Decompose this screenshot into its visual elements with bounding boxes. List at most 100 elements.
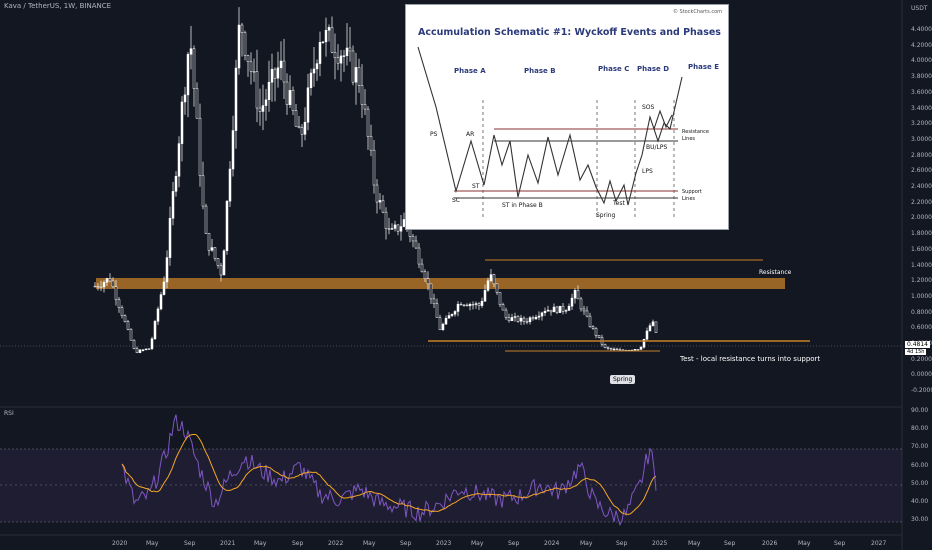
candle-body [411, 236, 415, 242]
time-tick-label: May [688, 540, 701, 547]
candle-body [378, 200, 382, 203]
spring-tag: Spring [610, 375, 636, 384]
candle-body [471, 304, 475, 306]
candle-body [327, 27, 331, 31]
candle-body [606, 347, 610, 349]
candle-body [252, 71, 256, 73]
current-price-tag: 0.4814 [905, 341, 930, 348]
candle-body [144, 348, 148, 351]
rsi-tick-label: 50.00 [911, 479, 929, 487]
candle-body [618, 349, 622, 351]
rsi-tick-label: 70.00 [911, 443, 929, 451]
candle-body [558, 305, 562, 313]
candle-body [504, 309, 508, 318]
rsi-ma-line [121, 433, 657, 515]
candle-body [297, 126, 301, 128]
candle-body [522, 317, 526, 322]
candle-body [633, 349, 637, 351]
candle-body [291, 90, 295, 111]
candle-body [339, 55, 343, 64]
candle-body [501, 304, 505, 311]
candle-body [516, 316, 520, 322]
rsi-tick-label: 80.00 [911, 425, 929, 433]
candle-body [285, 81, 289, 105]
price-tick-label: 2.8000 [911, 151, 932, 159]
candle-body [465, 304, 469, 307]
time-tick-label: May [146, 540, 159, 547]
time-tick-label: 2027 [871, 540, 887, 547]
price-tick-label: 4.4000 [911, 26, 932, 33]
candle-body [645, 330, 649, 340]
candle-body [279, 60, 283, 69]
resistance-label: Resistance [759, 269, 792, 276]
candle-body [543, 310, 547, 314]
candle-body [537, 315, 541, 318]
resistance-lines-label: Lines [682, 136, 695, 142]
time-tick-label: 2020 [112, 540, 128, 547]
rsi-tick-label: 40.00 [911, 498, 929, 505]
candle-body [321, 41, 325, 43]
phase-label: Phase A [454, 67, 486, 75]
candle-body [273, 68, 277, 79]
candle-body [456, 303, 460, 312]
candle-body [276, 67, 280, 79]
candle-body [123, 315, 127, 323]
candle-body [639, 346, 643, 350]
candle-body [642, 338, 646, 348]
candle-body [324, 30, 328, 43]
candle-body [432, 298, 436, 304]
candle-body [450, 313, 454, 316]
candle-body [567, 305, 571, 311]
price-tick-label: 1.4000 [911, 261, 932, 269]
candle-body [237, 24, 241, 69]
candle-body [396, 224, 400, 232]
candle-body [528, 317, 532, 323]
candle-body [387, 228, 391, 230]
candle-body [399, 226, 403, 232]
candle-body [186, 54, 190, 96]
candle-body [468, 304, 472, 307]
candle-body [531, 317, 535, 320]
candle-body [216, 258, 220, 266]
candle-body [381, 200, 385, 213]
candle-body [390, 228, 394, 230]
event-label: ST [472, 183, 480, 190]
price-tick-label: -0.2000 [911, 387, 932, 395]
candle-body [615, 348, 619, 351]
time-tick-label: Sep [834, 540, 846, 547]
candle-body [459, 303, 463, 306]
price-unit: USDT [911, 5, 928, 12]
time-tick-label: Sep [292, 540, 304, 547]
candle-body [588, 315, 592, 327]
rsi-tick-label: 30.00 [911, 516, 929, 524]
candle-body [384, 211, 388, 229]
candle-body [105, 278, 109, 283]
candle-body [570, 297, 574, 307]
event-label: Test [612, 200, 625, 207]
candle-body [369, 136, 373, 151]
support-lines-label: Lines [682, 196, 695, 202]
price-tick-label: 3.0000 [911, 135, 932, 143]
candle-body [561, 305, 565, 312]
candle-body [480, 300, 484, 306]
symbol-title: Kava / TetherUS, 1W, BINANCE [4, 2, 112, 10]
candle-body [138, 349, 142, 353]
time-tick-label: May [363, 540, 376, 547]
rsi-label: RSI [4, 410, 14, 417]
candle-body [507, 317, 511, 322]
price-tick-label: 2.4000 [911, 183, 932, 190]
event-label: LPS [642, 168, 653, 175]
candle-body [129, 329, 133, 341]
time-tick-label: Sep [400, 540, 412, 547]
candle-body [207, 233, 211, 251]
candle-body [579, 298, 583, 310]
candle-body [180, 101, 184, 144]
rsi-tick-label: 90.00 [911, 407, 929, 414]
price-tick-label: 3.4000 [911, 104, 932, 112]
candle-body [441, 323, 445, 331]
event-label: BU/LPS [646, 144, 667, 151]
candle-body [519, 317, 523, 322]
candle-body [420, 263, 424, 273]
